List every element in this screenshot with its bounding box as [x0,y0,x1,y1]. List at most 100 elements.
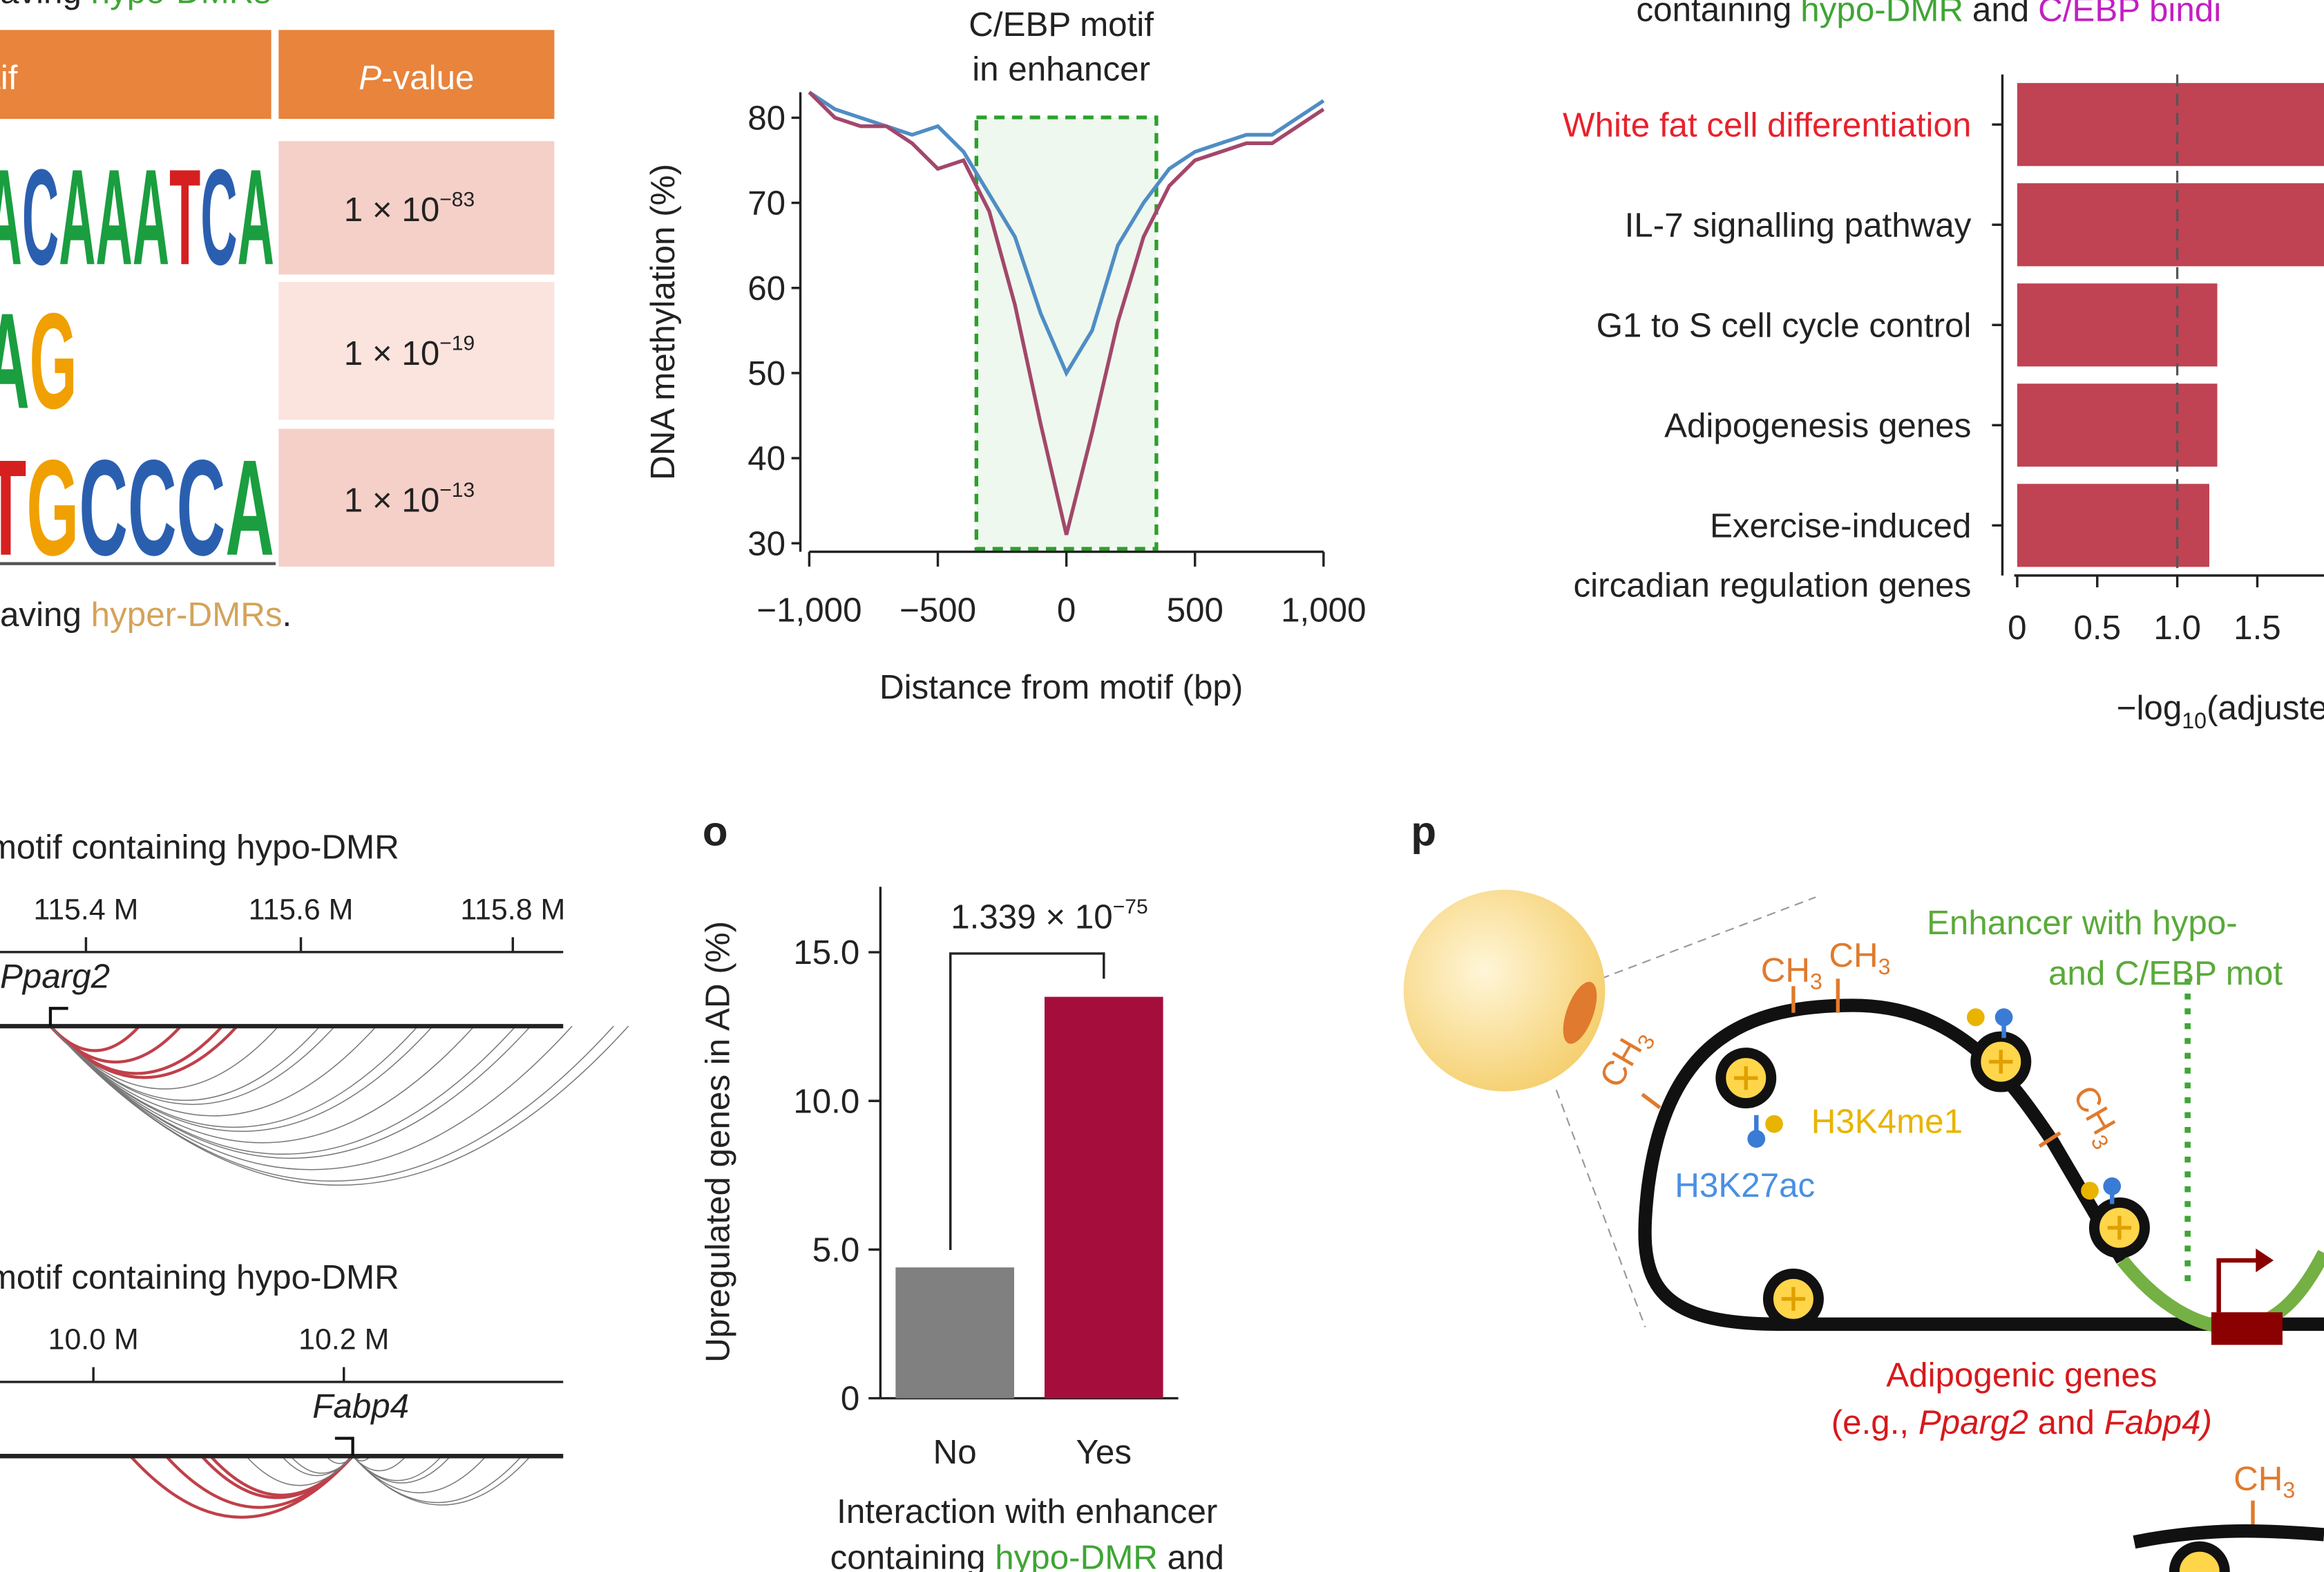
chart-title: containing hypo-DMR and C/EBP bindi [1637,0,2222,28]
genes-example: Fabp4) [2104,1403,2212,1441]
y-tick-label: 40 [747,439,785,477]
contact-arc [352,1455,522,1504]
p-value-exp: −83 [439,189,475,211]
cell [278,428,555,567]
x-label-part: hypo-DMR [995,1538,1158,1572]
x-axis-label: containing hypo-DMR and [830,1538,1224,1572]
contact-arc [50,1025,531,1159]
caption-text: . [282,596,292,634]
p-value-base: 1 × 10 [344,191,440,229]
y-tick-label: 60 [747,269,785,307]
y-axis-label: Upregulated genes in AD (%) [699,921,737,1363]
header-text: tif [0,59,18,97]
category-label: G1 to S cell cycle control [1597,306,1972,344]
methyl: CH [1761,951,1810,989]
bar [1044,996,1163,1399]
x-label-part: and [1168,1538,1224,1572]
y-tick-label: 0 [841,1380,859,1418]
p-value-base: 1 × 10 [344,334,440,372]
methyl: 3 [1878,954,1891,979]
title-part: containing [1637,0,1792,28]
y-tick-label: 10.0 [793,1082,859,1120]
p-value-base: 1 × 10 [344,482,440,520]
methyl: CH [1829,936,1878,974]
y-tick-label: 15.0 [793,934,859,972]
methyl: CH [2066,1079,2123,1141]
motif-logo: TGCCCA [0,431,274,584]
x-tick-label: −1,000 [756,591,861,629]
svg-text:CH3: CH3 [1592,1021,1660,1096]
histone-label: H3K27ac [1675,1166,1815,1204]
header-text: -value [381,59,474,97]
x-tick-label: 0.5 [2073,609,2121,647]
category-label: Exercise-induced circadian regulation gen… [1574,507,1972,605]
y-tick-label: 30 [747,524,785,562]
cell-icon [1403,889,1606,1092]
x-tick-label: 1.5 [2233,609,2281,647]
p-value: 1 × 10−13 [344,479,475,519]
y-tick-label: 70 [747,184,785,222]
x-tick-label: 1,000 [1281,591,1366,629]
y-tick-label: 5.0 [812,1231,860,1269]
y-tick-label: 80 [747,100,785,138]
svg-text:CH3: CH3 [2233,1460,2295,1503]
annotation-base: 1.339 × 10 [951,898,1113,936]
header-cell [0,30,272,120]
svg-text:CH3: CH3 [1761,951,1822,994]
motif-logo: ACAAATCA [0,140,274,293]
panel-label: o [703,808,728,854]
diagram: p CH3 CH3 CH3 CH3 CH3 H3K4me1 H3K27ac En… [1403,808,2324,1572]
caption: aving hyper-DMRs. [0,596,292,634]
x-label-part: 10 [2182,708,2207,733]
tss-arrow [48,1007,68,1027]
category-label: IL-7 signalling pathway [1625,206,1972,244]
enhancer-label: and C/EBP mot [2048,954,2283,992]
gene-label: Fabp4 [312,1387,409,1425]
caption: aving hypo-DMRs [0,0,271,11]
x-tick-label: 0 [1057,591,1076,629]
bar [2017,283,2218,367]
contact-arc [49,1025,238,1079]
contact-arc [352,1455,531,1506]
genes-example: (e.g., [1831,1403,1909,1441]
methyl: CH [2233,1460,2283,1498]
caption-text: aving [0,596,82,634]
x-label-part: −log [2117,689,2182,727]
category-label: White fat cell differentiation [1563,106,1971,144]
cell [278,282,555,420]
x-tick-label: −500 [899,591,976,629]
contact-arc [50,1025,279,1090]
category-label: Adipogenesis genes [1664,406,1971,444]
contact-arc [50,1025,434,1133]
methyl: 3 [1810,969,1822,994]
p-value-exp: −13 [439,479,475,502]
y-tick-label: 50 [747,354,785,392]
p-value: 1 × 10−83 [344,189,475,229]
x-tick-label: 0 [2008,609,2026,647]
track-tick-label: 10.0 M [48,1323,139,1356]
y-axis-label: DNA methylation (%) [644,164,682,480]
motif-table: aving hypo-DMRs tif P-value ACAAATCA 1 × … [0,0,555,634]
track-tick-label: 10.2 M [298,1323,389,1356]
x-label-part: containing [830,1538,986,1572]
title-part: and [1972,0,2029,28]
x-axis-label: −log10(adjustec [2117,689,2324,733]
histone-label: H3K4me1 [1811,1103,1963,1141]
caption-text: hyper-DMRs [91,596,283,634]
title-part: C/EBP bindi [2038,0,2221,28]
track-tick-label: 115.4 M [34,893,139,927]
contact-arc [50,1025,377,1117]
genes-example: and [2038,1403,2095,1441]
x-axis-label: Interaction with enhancer [837,1493,1217,1531]
gene-label: Pparg2 [0,957,110,995]
x-tick-label: 1.0 [2153,609,2201,647]
title-part: hypo-DMR [1800,0,1963,28]
x-axis-label: Distance from motif (bp) [879,668,1243,706]
significance-bracket [949,952,1105,1251]
contact-arc [50,1025,336,1106]
annotation-exp: −75 [1113,896,1148,918]
track-title: motif containing hypo-DMR [0,828,399,867]
svg-text:CH3: CH3 [2061,1079,2129,1154]
panel-label: p [1411,808,1436,854]
svg-text:P-value: P-value [359,59,474,97]
